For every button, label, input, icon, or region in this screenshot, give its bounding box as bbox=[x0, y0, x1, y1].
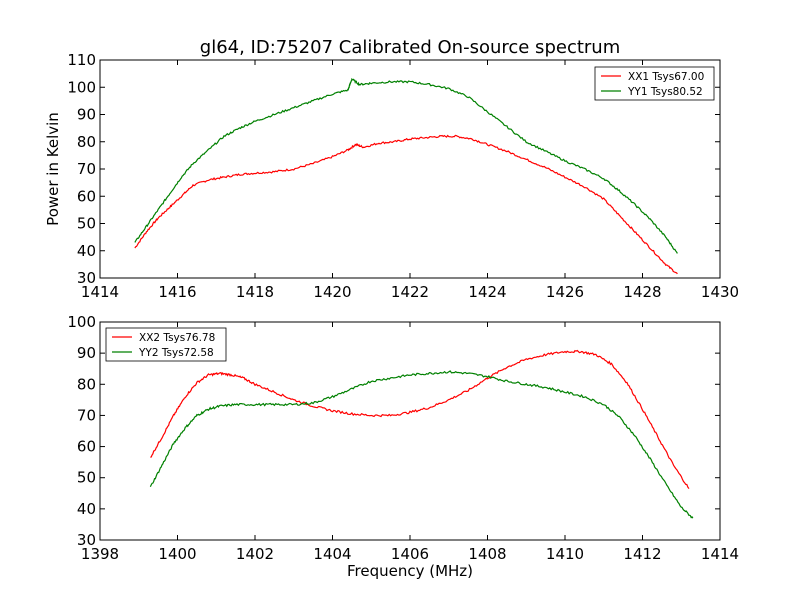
y-tick-label: 90 bbox=[77, 106, 96, 124]
x-tick-label: 1416 bbox=[158, 283, 196, 301]
legend-box bbox=[594, 66, 715, 101]
x-tick-label: 1430 bbox=[701, 283, 739, 301]
x-tick-label: 1412 bbox=[623, 545, 661, 563]
series-line-yy2 bbox=[149, 370, 694, 519]
y-tick-label: 100 bbox=[67, 313, 96, 331]
series-line-xx1 bbox=[134, 134, 678, 275]
y-tick-label: 60 bbox=[77, 438, 96, 456]
x-tick-label: 1418 bbox=[236, 283, 274, 301]
x-axis-label: Frequency (MHz) bbox=[347, 562, 473, 580]
series-line-yy1 bbox=[134, 77, 678, 254]
chart-panel-2: 1398 1400 1402 1404 1406 1408 1410 1412 1414 30 40… bbox=[67, 313, 739, 580]
x-tick-label: 1410 bbox=[546, 545, 584, 563]
y-tick-label: 30 bbox=[77, 531, 96, 549]
legend: XX1 Tsys67.00 YY1 Tsys80.52 bbox=[594, 66, 715, 101]
y-tick-label: 40 bbox=[77, 242, 96, 260]
x-tick-label: 1414 bbox=[701, 545, 739, 563]
x-tick-label: 1408 bbox=[468, 545, 506, 563]
y-tick-label: 30 bbox=[77, 269, 96, 287]
x-tick-label: 1406 bbox=[391, 545, 429, 563]
x-tick-label: 1428 bbox=[623, 283, 661, 301]
y-tick-label: 50 bbox=[77, 215, 96, 233]
legend-entry: XX2 Tsys76.78 bbox=[139, 332, 215, 344]
y-tick-label: 70 bbox=[77, 406, 96, 424]
x-tick-label: 1420 bbox=[313, 283, 351, 301]
chart-title: gl64, ID:75207 Calibrated On-source spec… bbox=[200, 37, 620, 58]
legend-entry: YY1 Tsys80.52 bbox=[627, 86, 703, 98]
legend-entry: XX1 Tsys67.00 bbox=[628, 71, 704, 83]
x-tick-label: 1404 bbox=[313, 545, 351, 563]
y-tick-label: 100 bbox=[67, 78, 96, 96]
x-tick-label: 1414 bbox=[81, 283, 119, 301]
y-tick-label: 80 bbox=[77, 133, 96, 151]
series-line-xx2 bbox=[150, 349, 690, 489]
y-tick-label: 110 bbox=[67, 51, 96, 69]
chart-panel-1: 1414 1416 1418 1420 1422 1424 1426 1428 1430 30 40… bbox=[44, 51, 739, 301]
y-tick-label: 70 bbox=[77, 160, 96, 178]
legend: XX2 Tsys76.78 YY2 Tsys72.58 bbox=[105, 327, 227, 362]
y-tick-label: 90 bbox=[77, 344, 96, 362]
legend-box bbox=[105, 327, 227, 362]
x-tick-label: 1426 bbox=[546, 283, 584, 301]
y-tick-label: 40 bbox=[77, 500, 96, 518]
legend-entry: YY2 Tsys72.58 bbox=[138, 347, 214, 359]
x-tick-label: 1424 bbox=[468, 283, 506, 301]
x-tick-label: 1402 bbox=[236, 545, 274, 563]
x-tick-label: 1400 bbox=[158, 545, 196, 563]
y-tick-label: 80 bbox=[77, 375, 96, 393]
x-tick-label: 1422 bbox=[391, 283, 429, 301]
y-tick-label: 50 bbox=[77, 469, 96, 487]
y-tick-label: 60 bbox=[77, 187, 96, 205]
x-tick-label: 1398 bbox=[81, 545, 119, 563]
y-axis-label: Power in Kelvin bbox=[44, 112, 62, 226]
